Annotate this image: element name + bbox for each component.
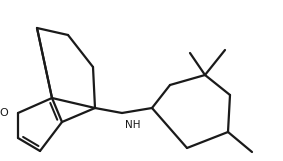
Text: NH: NH bbox=[125, 120, 140, 130]
Text: O: O bbox=[0, 108, 8, 118]
